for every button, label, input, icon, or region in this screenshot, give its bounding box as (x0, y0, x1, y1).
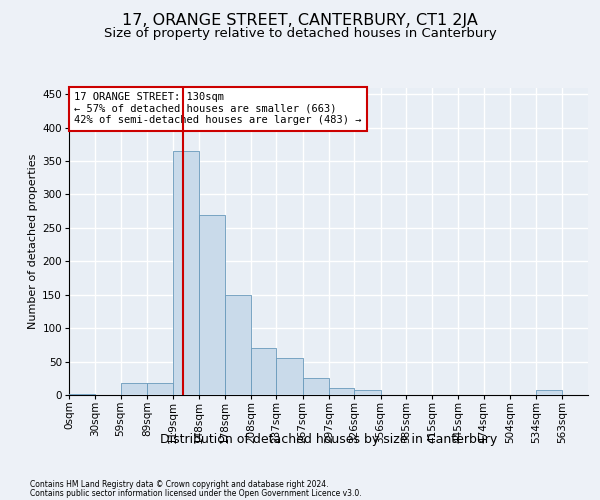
Bar (588, 390, 600, 395)
Text: 17, ORANGE STREET, CANTERBURY, CT1 2JA: 17, ORANGE STREET, CANTERBURY, CT1 2JA (122, 12, 478, 28)
Text: Contains public sector information licensed under the Open Government Licence v3: Contains public sector information licen… (30, 488, 362, 498)
Bar (251, 348, 277, 395)
Bar (536, 390, 562, 395)
Text: Contains HM Land Registry data © Crown copyright and database right 2024.: Contains HM Land Registry data © Crown c… (30, 480, 329, 489)
Y-axis label: Number of detached properties: Number of detached properties (28, 154, 38, 329)
Bar (121, 383, 147, 395)
Bar (199, 214, 225, 395)
Text: Distribution of detached houses by size in Canterbury: Distribution of detached houses by size … (160, 432, 497, 446)
Bar (173, 151, 199, 395)
Bar (329, 388, 355, 395)
Bar (225, 294, 251, 395)
Text: Size of property relative to detached houses in Canterbury: Size of property relative to detached ho… (104, 28, 496, 40)
Bar (355, 390, 380, 395)
Bar (277, 358, 302, 395)
Text: 17 ORANGE STREET: 130sqm
← 57% of detached houses are smaller (663)
42% of semi-: 17 ORANGE STREET: 130sqm ← 57% of detach… (74, 92, 362, 126)
Bar (69, 394, 95, 395)
Bar (147, 383, 173, 395)
Bar (302, 378, 329, 395)
